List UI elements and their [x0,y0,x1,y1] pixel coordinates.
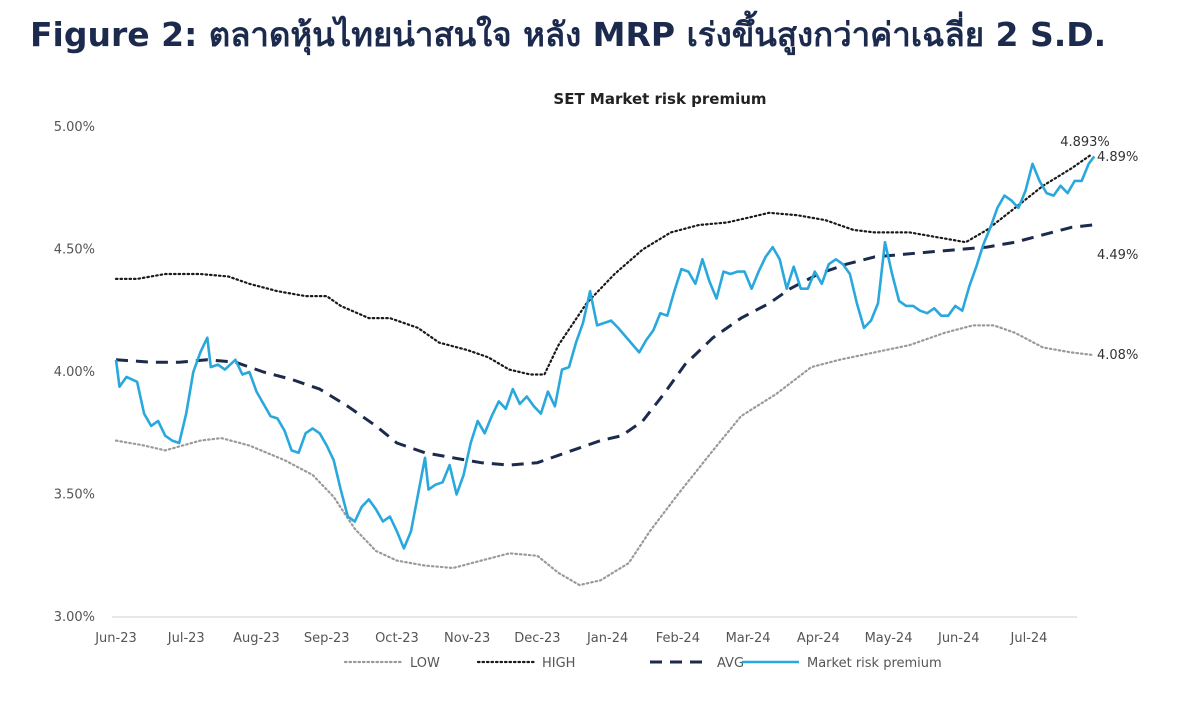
x-tick-label: Jul-24 [1010,631,1048,646]
x-tick-label: Apr-24 [797,631,840,646]
y-tick-label: 5.00% [54,120,95,135]
x-tick-label: Jul-23 [167,631,205,646]
chart-title: SET Market risk premium [553,90,766,108]
x-tick-label: Dec-23 [514,631,560,646]
series-line-high [114,152,1094,376]
figure-title: Figure 2: ตลาดหุ้นไทยน่าสนใจ หลัง MRP เร… [30,15,1107,54]
x-axis: Jun-23 Jul-23 Aug-23 Sep-23 Oct-23 Nov-23 Dec-… [94,616,1077,646]
x-tick-label: Aug-23 [233,631,280,646]
y-tick-label: 4.00% [54,365,95,380]
series-line-market-risk-premium [114,155,1096,550]
y-tick-label: 3.00% [54,610,95,625]
x-tick-label: Sep-23 [304,631,350,646]
series-line-avg [115,223,1093,467]
x-tick-label: Oct-23 [375,631,419,646]
x-tick-label: Jan-24 [586,631,628,646]
legend-label: HIGH [542,656,575,671]
legend: LOW HIGH AVG Market risk premium [343,656,942,671]
x-tick-label: May-24 [865,631,913,646]
end-labels: 4.893%4.89% 4.49% 4.08% [1060,135,1138,363]
x-tick-label: Jun-24 [937,631,980,646]
y-tick-label: 4.50% [54,243,95,258]
x-tick-label: Jun-23 [94,631,137,646]
y-axis: 3.00% 3.50% 4.00% 4.50% 5.00% [54,120,95,625]
end-label: 4.89% [1097,150,1138,165]
y-tick-label: 3.50% [54,488,95,503]
x-tick-label: Feb-24 [656,631,700,646]
x-tick-label: Nov-23 [444,631,490,646]
legend-label: AVG [717,656,744,671]
end-label: 4.08% [1097,348,1138,363]
x-tick-label: Mar-24 [726,631,771,646]
end-label: 4.49% [1097,248,1138,263]
legend-label: LOW [410,656,440,671]
series-line-low [114,324,1094,587]
legend-label: Market risk premium [807,656,942,671]
end-label: 4.893% [1060,135,1110,150]
series-lines [114,152,1096,587]
